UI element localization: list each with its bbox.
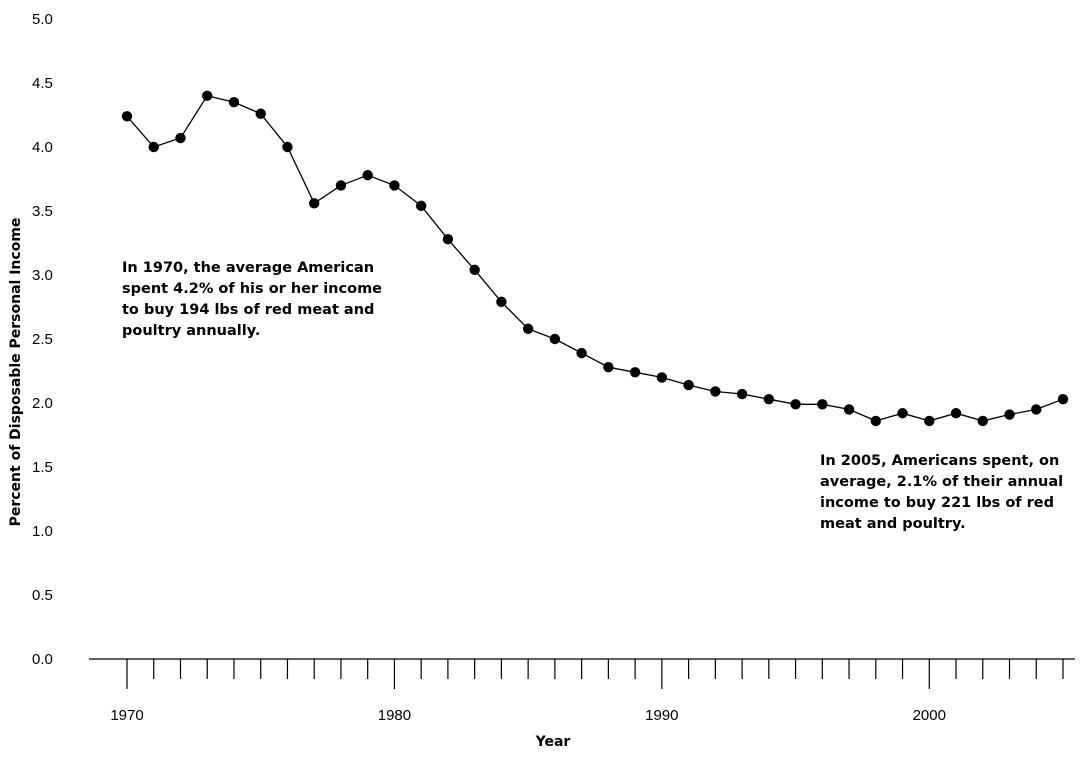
data-point — [576, 347, 587, 359]
data-point — [175, 132, 186, 144]
x-tick-label: 1990 — [645, 707, 678, 724]
plot-area — [121, 90, 1069, 427]
data-point — [977, 415, 988, 427]
data-point — [603, 361, 614, 373]
data-point — [1057, 393, 1069, 405]
y-axis: 0.0 0.5 1.0 1.5 2.0 2.5 3.0 3.5 4.0 4.5 5.0 — [32, 11, 53, 668]
data-points — [121, 90, 1069, 427]
y-axis-title: Percent of Disposable Personal Income — [8, 218, 24, 527]
data-point — [282, 141, 293, 153]
x-tick-label: 1970 — [110, 707, 143, 724]
data-point — [121, 111, 133, 122]
y-tick-label: 0.5 — [32, 587, 53, 604]
y-tick-label: 1.0 — [32, 523, 53, 540]
y-tick-label: 4.5 — [32, 75, 53, 92]
y-tick-label: 4.0 — [32, 139, 53, 156]
data-point — [496, 296, 507, 308]
y-tick-label: 2.0 — [32, 395, 53, 412]
y-tick-label: 3.5 — [32, 203, 53, 220]
y-tick-label: 0.0 — [32, 651, 53, 668]
data-point — [897, 408, 908, 419]
data-point — [950, 408, 962, 419]
annotation-1970: In 1970, the average American spent 4.2%… — [122, 260, 383, 339]
data-point — [763, 393, 775, 405]
data-point — [843, 404, 855, 415]
x-axis: 1970 1980 1990 2000 — [89, 658, 1075, 724]
y-tick-label: 2.5 — [32, 331, 53, 348]
data-point — [362, 169, 373, 181]
data-point — [1004, 409, 1015, 420]
data-point — [415, 200, 427, 212]
data-point — [683, 379, 694, 391]
x-tick-label: 1980 — [378, 707, 411, 724]
data-point — [656, 372, 668, 383]
data-point — [389, 180, 400, 191]
data-point — [817, 399, 828, 410]
data-point — [924, 415, 935, 427]
x-tick-label: 2000 — [913, 707, 946, 724]
data-point — [255, 108, 266, 119]
data-point — [736, 388, 748, 400]
y-tick-label: 1.5 — [32, 459, 53, 476]
annotation-2005: In 2005, Americans spent, on average, 2.… — [820, 453, 1064, 532]
data-point — [629, 367, 641, 378]
data-point — [469, 264, 480, 276]
data-point — [228, 97, 240, 108]
y-tick-label: 3.0 — [32, 267, 53, 284]
data-point — [870, 415, 881, 427]
data-point — [710, 386, 721, 397]
data-point — [549, 333, 561, 345]
y-tick-label: 5.0 — [32, 11, 53, 28]
data-point — [148, 141, 159, 153]
data-point — [790, 399, 801, 410]
data-point — [522, 323, 534, 334]
data-point — [309, 198, 320, 209]
data-point — [1031, 404, 1042, 415]
data-point — [202, 90, 213, 102]
data-point — [442, 233, 454, 245]
data-point — [335, 180, 347, 191]
x-axis-title: Year — [535, 734, 571, 750]
